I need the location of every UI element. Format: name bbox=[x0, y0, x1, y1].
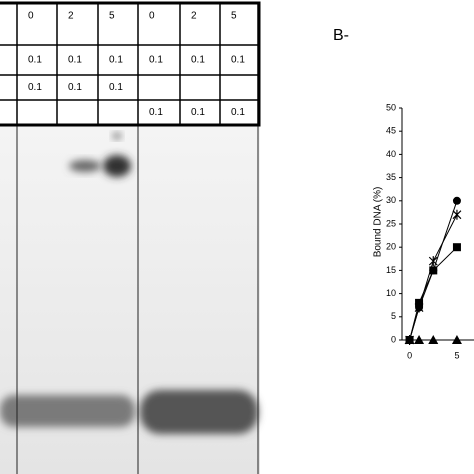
y-tick-label: 0 bbox=[391, 334, 396, 344]
table-cell: 0 bbox=[28, 11, 34, 22]
table-cell: 0.1 bbox=[109, 55, 123, 66]
table: 0 2 5 0 2 5 0.1 0.1 0.1 0.1 0.1 0.1 0.1 0.1 0.1 0.1 0.1 0… bbox=[0, 1, 261, 127]
gel-band bbox=[69, 160, 101, 172]
table-cell: 0.1 bbox=[231, 107, 245, 118]
y-tick-label: 25 bbox=[386, 218, 396, 228]
table-cell: 0 bbox=[149, 11, 155, 22]
panel-label: B- bbox=[333, 27, 349, 44]
table-cell: 0.1 bbox=[149, 107, 163, 118]
table-border bbox=[0, 1, 261, 127]
x-tick-label: 5 bbox=[454, 350, 459, 360]
y-tick-label: 10 bbox=[386, 288, 396, 298]
y-tick-label: 50 bbox=[386, 102, 396, 112]
series-line bbox=[409, 246, 458, 341]
table-cell: 0.1 bbox=[28, 82, 42, 93]
point bbox=[451, 335, 462, 344]
point bbox=[404, 335, 415, 344]
table-cell: 2 bbox=[191, 11, 197, 22]
table-cell: 0.1 bbox=[231, 55, 245, 66]
table-cell: 0.1 bbox=[68, 55, 82, 66]
gel-band bbox=[103, 155, 131, 177]
table-cell: 0.1 bbox=[28, 55, 42, 66]
table-cell: 0.1 bbox=[191, 55, 205, 66]
point bbox=[428, 335, 439, 344]
table-cell: 5 bbox=[109, 11, 115, 22]
gel-spot bbox=[113, 133, 121, 139]
series-line bbox=[409, 214, 458, 341]
point bbox=[452, 243, 461, 252]
point bbox=[428, 256, 438, 267]
table-cell: 0.1 bbox=[191, 107, 205, 118]
chart: 0 5 10 15 20 25 30 35 40 45 50 0 5 bbox=[386, 102, 474, 360]
point bbox=[415, 298, 424, 307]
y-tick-label: 5 bbox=[391, 311, 396, 321]
y-tick-label: 45 bbox=[386, 126, 396, 136]
table-cell: 2 bbox=[68, 11, 74, 22]
point bbox=[452, 209, 462, 220]
table-cell: 0.1 bbox=[149, 55, 163, 66]
table-cell: 0.1 bbox=[109, 82, 123, 93]
gel-band bbox=[140, 390, 258, 434]
gel-band bbox=[0, 395, 135, 427]
table-cell: 5 bbox=[231, 11, 237, 22]
point bbox=[414, 335, 425, 344]
table-cell: 0.1 bbox=[68, 82, 82, 93]
y-tick-label: 30 bbox=[386, 195, 396, 205]
y-tick-label: 15 bbox=[386, 265, 396, 275]
point bbox=[452, 196, 461, 205]
point bbox=[429, 266, 438, 275]
y-axis-title: Bound DNA (%) bbox=[373, 187, 384, 258]
gel bbox=[0, 125, 260, 474]
y-tick-label: 35 bbox=[386, 172, 396, 182]
x-tick-label: 0 bbox=[407, 350, 412, 360]
y-tick-label: 40 bbox=[386, 149, 396, 159]
y-tick-label: 20 bbox=[386, 242, 396, 252]
